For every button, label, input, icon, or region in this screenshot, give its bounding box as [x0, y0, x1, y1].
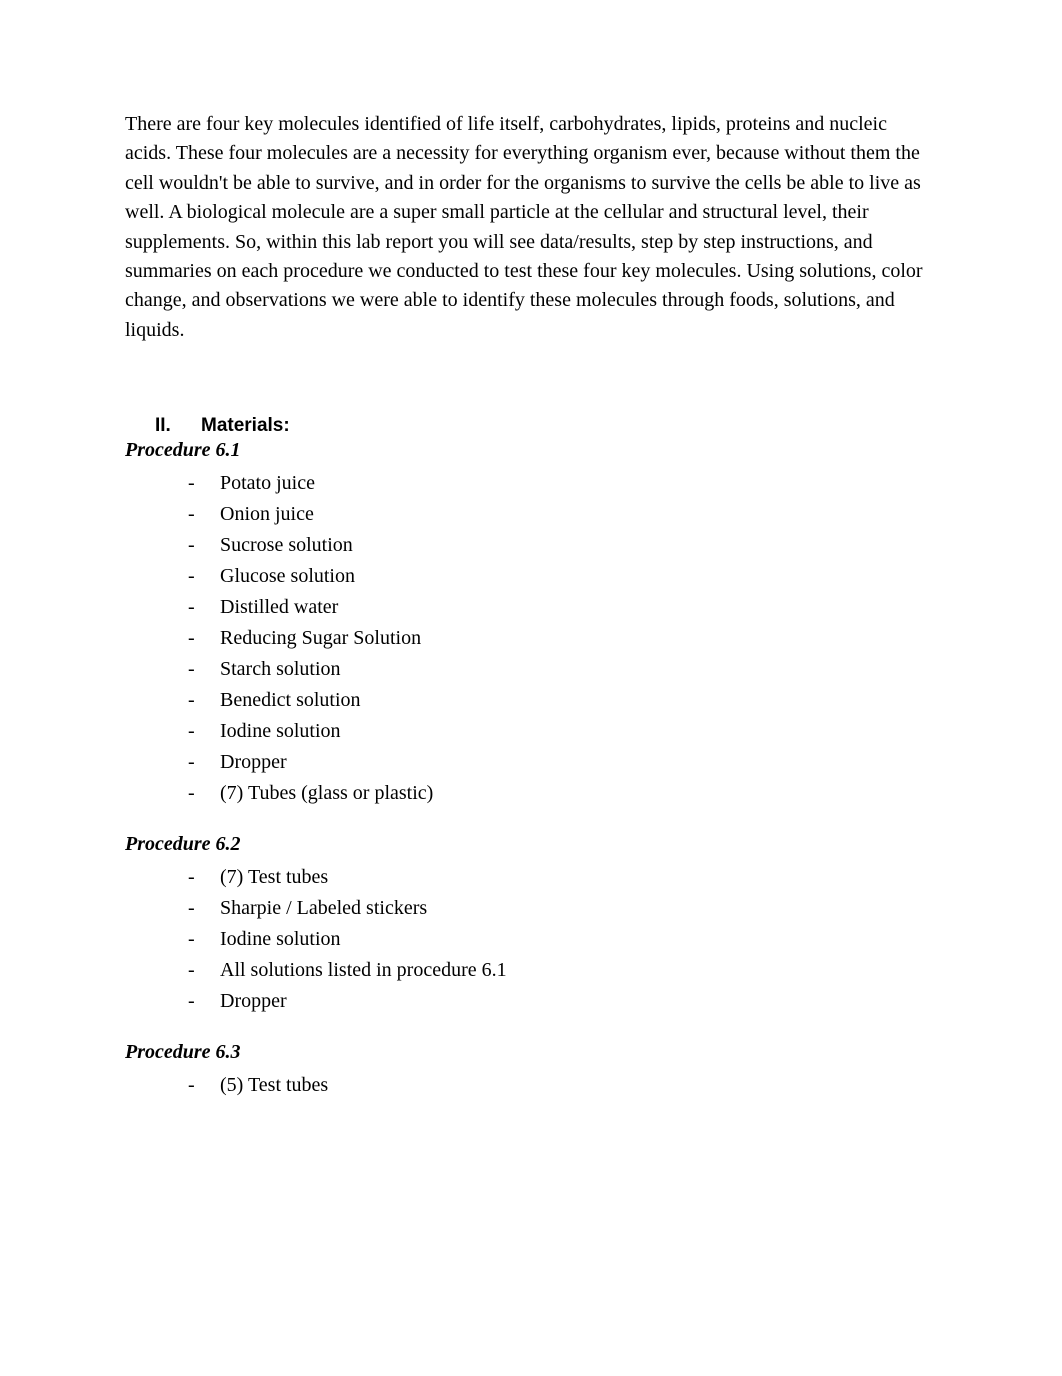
procedure-block-2: Procedure 6.2 (7) Test tubes Sharpie / L…: [125, 833, 937, 1017]
intro-paragraph: There are four key molecules identified …: [125, 110, 937, 345]
list-item: Onion juice: [220, 499, 937, 530]
procedure-block-3: Procedure 6.3 (5) Test tubes: [125, 1041, 937, 1101]
procedure-block-1: Procedure 6.1 Potato juice Onion juice S…: [125, 439, 937, 809]
list-item: Sharpie / Labeled stickers: [220, 893, 937, 924]
list-item: Glucose solution: [220, 561, 937, 592]
list-item: Potato juice: [220, 468, 937, 499]
list-item: Dropper: [220, 747, 937, 778]
list-item: Distilled water: [220, 592, 937, 623]
list-item: (5) Test tubes: [220, 1070, 937, 1101]
list-item: Reducing Sugar Solution: [220, 623, 937, 654]
list-item: Benedict solution: [220, 685, 937, 716]
list-item: (7) Tubes (glass or plastic): [220, 778, 937, 809]
list-item: All solutions listed in procedure 6.1: [220, 955, 937, 986]
materials-list: (7) Test tubes Sharpie / Labeled sticker…: [125, 862, 937, 1017]
procedure-heading: Procedure 6.1: [125, 439, 937, 462]
list-item: Starch solution: [220, 654, 937, 685]
section-roman: II.: [155, 415, 201, 437]
list-item: Sucrose solution: [220, 530, 937, 561]
materials-list: (5) Test tubes: [125, 1070, 937, 1101]
materials-list: Potato juice Onion juice Sucrose solutio…: [125, 468, 937, 809]
procedure-heading: Procedure 6.3: [125, 1041, 937, 1064]
list-item: Iodine solution: [220, 716, 937, 747]
list-item: Dropper: [220, 986, 937, 1017]
section-heading: II.Materials:: [125, 415, 937, 437]
list-item: Iodine solution: [220, 924, 937, 955]
section-title: Materials:: [201, 415, 290, 436]
procedure-heading: Procedure 6.2: [125, 833, 937, 856]
list-item: (7) Test tubes: [220, 862, 937, 893]
